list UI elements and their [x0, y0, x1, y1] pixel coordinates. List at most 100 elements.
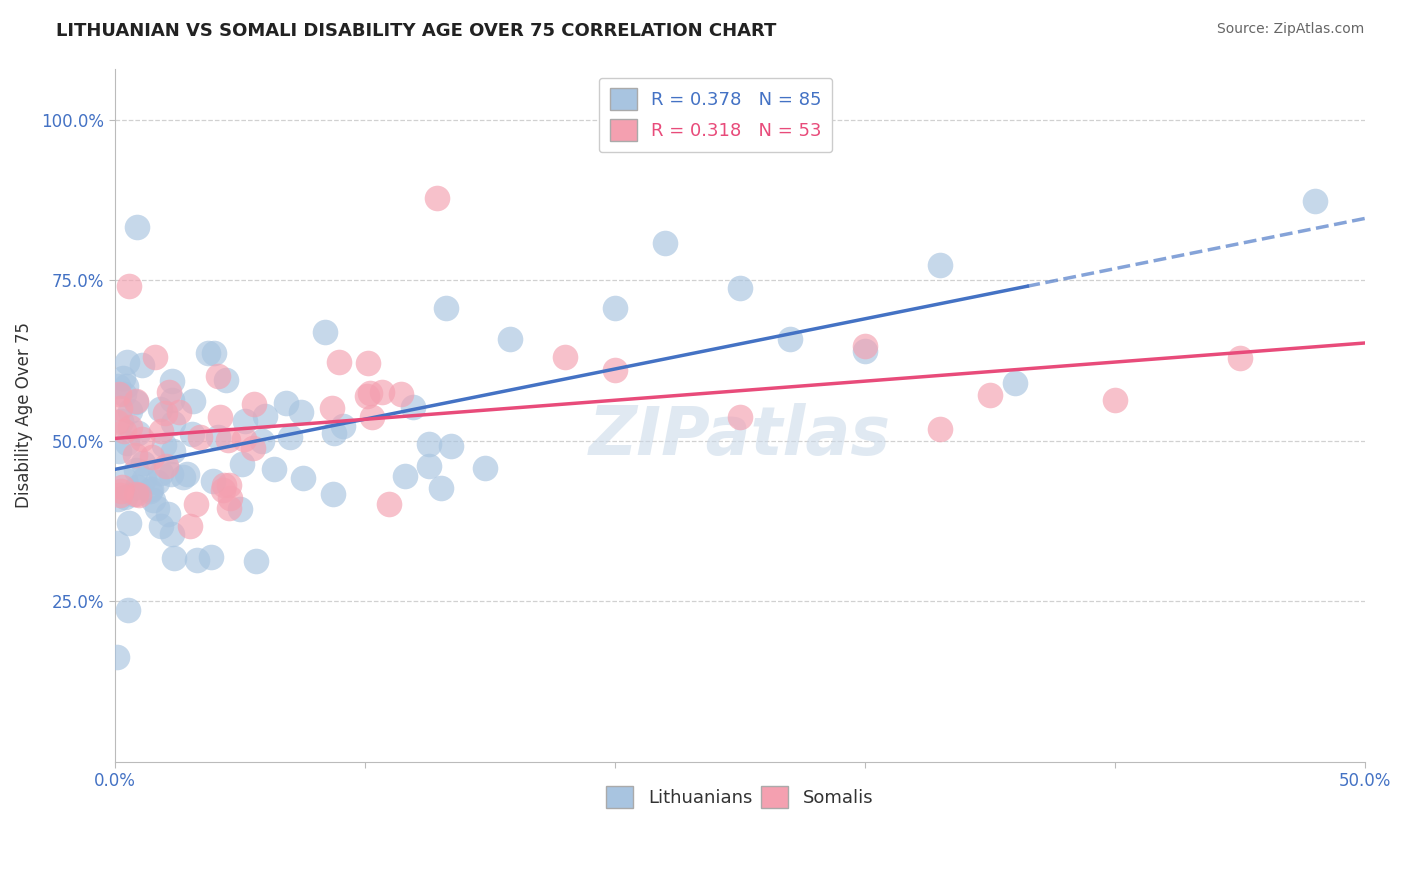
Point: [108, 387, 131, 401]
Point: [499, 332, 522, 346]
Point: [160, 392, 183, 407]
Point: [117, 603, 139, 617]
Point: [229, 502, 252, 516]
Point: [928, 422, 950, 436]
Point: [157, 385, 180, 400]
Point: [117, 354, 139, 368]
Point: [1303, 194, 1326, 208]
Point: [779, 332, 801, 346]
Point: [250, 434, 273, 449]
Point: [176, 467, 198, 481]
Point: [105, 535, 128, 549]
Point: [184, 497, 207, 511]
Point: [131, 432, 153, 446]
Point: [162, 416, 184, 430]
Point: [172, 470, 194, 484]
Point: [111, 480, 134, 494]
Point: [253, 409, 276, 424]
Point: [218, 478, 240, 492]
Point: [426, 191, 449, 205]
Point: [162, 444, 184, 458]
Point: [356, 389, 378, 403]
Point: [114, 473, 136, 487]
Point: [108, 488, 131, 502]
Point: [163, 551, 186, 566]
Point: [233, 432, 256, 446]
Point: [215, 372, 238, 386]
Point: [149, 401, 172, 416]
Point: [378, 497, 401, 511]
Point: [853, 339, 876, 353]
Point: [125, 394, 148, 409]
Point: [117, 436, 139, 450]
Point: [274, 396, 297, 410]
Point: [603, 363, 626, 377]
Point: [125, 463, 148, 477]
Point: [160, 374, 183, 388]
Point: [197, 345, 219, 359]
Point: [112, 424, 135, 438]
Point: [153, 438, 176, 452]
Point: [211, 483, 233, 498]
Point: [200, 549, 222, 564]
Point: [179, 519, 201, 533]
Point: [143, 350, 166, 364]
Point: [105, 415, 128, 429]
Point: [212, 478, 235, 492]
Point: [117, 279, 139, 293]
Point: [291, 470, 314, 484]
Point: [139, 482, 162, 496]
Point: [322, 425, 344, 440]
Point: [132, 472, 155, 486]
Point: [654, 236, 676, 251]
Point: [979, 388, 1001, 402]
Point: [202, 346, 225, 360]
Point: [111, 371, 134, 385]
Point: [207, 430, 229, 444]
Point: [107, 378, 129, 392]
Point: [1004, 376, 1026, 390]
Point: [160, 527, 183, 541]
Point: [217, 433, 239, 447]
Point: [208, 409, 231, 424]
Point: [429, 481, 451, 495]
Text: ZIPatlas: ZIPatlas: [589, 403, 891, 469]
Point: [245, 554, 267, 568]
Point: [242, 442, 264, 456]
Point: [107, 492, 129, 507]
Point: [853, 344, 876, 359]
Point: [180, 426, 202, 441]
Point: [108, 443, 131, 458]
Point: [124, 449, 146, 463]
Point: [603, 301, 626, 316]
Point: [127, 426, 149, 441]
Point: [321, 401, 343, 415]
Point: [118, 403, 141, 417]
Point: [160, 467, 183, 481]
Point: [322, 487, 344, 501]
Point: [290, 405, 312, 419]
Point: [127, 220, 149, 235]
Point: [128, 488, 150, 502]
Point: [181, 393, 204, 408]
Point: [105, 649, 128, 664]
Point: [242, 397, 264, 411]
Point: [278, 430, 301, 444]
Point: [146, 475, 169, 489]
Point: [394, 469, 416, 483]
Point: [156, 508, 179, 522]
Point: [150, 518, 173, 533]
Point: [118, 420, 141, 434]
Point: [554, 350, 576, 364]
Point: [418, 437, 440, 451]
Point: [122, 487, 145, 501]
Point: [357, 356, 380, 370]
Point: [1229, 351, 1251, 366]
Point: [361, 409, 384, 424]
Point: [153, 406, 176, 420]
Legend: Lithuanians, Somalis: Lithuanians, Somalis: [599, 779, 880, 815]
Point: [118, 516, 141, 530]
Point: [402, 400, 425, 414]
Point: [328, 355, 350, 369]
Text: LITHUANIAN VS SOMALI DISABILITY AGE OVER 75 CORRELATION CHART: LITHUANIAN VS SOMALI DISABILITY AGE OVER…: [56, 22, 776, 40]
